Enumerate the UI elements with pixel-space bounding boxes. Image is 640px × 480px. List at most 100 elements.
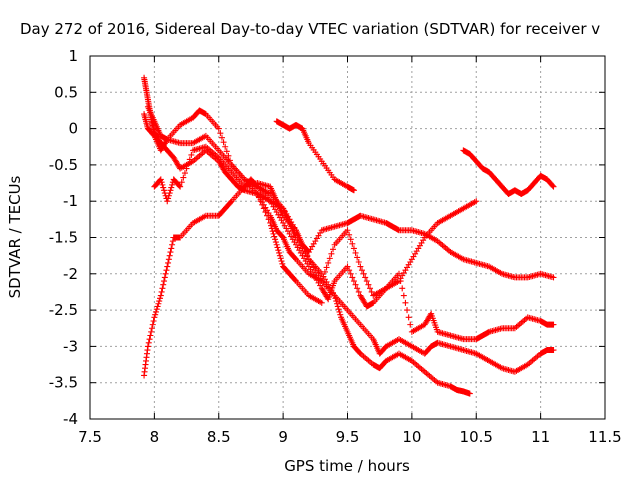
y-tick-label: -3 xyxy=(63,337,78,355)
data-point xyxy=(149,321,156,328)
data-point xyxy=(178,179,185,186)
data-point xyxy=(272,236,279,243)
x-tick-label: 11.5 xyxy=(588,428,621,446)
x-tick-label: 9.5 xyxy=(336,428,360,446)
data-point xyxy=(549,182,556,189)
data-point xyxy=(335,306,342,313)
data-point xyxy=(347,270,354,277)
data-point xyxy=(368,288,375,295)
data-point xyxy=(181,170,188,177)
data-point xyxy=(275,247,282,254)
data-point xyxy=(271,233,278,240)
data-point xyxy=(333,298,340,305)
data-point xyxy=(355,288,362,295)
data-point xyxy=(169,241,176,248)
data-point xyxy=(332,295,339,302)
data-point xyxy=(146,336,153,343)
data-point xyxy=(550,274,557,281)
data-point xyxy=(320,273,327,280)
data-point xyxy=(326,255,333,262)
data-points xyxy=(141,74,557,397)
data-point xyxy=(273,241,280,248)
series-points xyxy=(273,118,357,194)
data-point xyxy=(148,325,155,332)
data-point xyxy=(169,238,176,245)
data-point xyxy=(550,321,557,328)
data-point xyxy=(362,274,369,281)
x-tick-label: 10 xyxy=(402,428,421,446)
data-point xyxy=(157,292,164,299)
data-point xyxy=(350,278,357,285)
x-axis-label: GPS time / hours xyxy=(284,457,410,475)
data-point xyxy=(165,192,172,199)
data-point xyxy=(166,190,173,197)
data-point xyxy=(278,258,285,265)
chart-title: Day 272 of 2016, Sidereal Day-to-day VTE… xyxy=(20,20,600,38)
x-tick-label: 10.5 xyxy=(460,428,493,446)
data-point xyxy=(402,299,409,306)
data-point xyxy=(367,285,374,292)
data-point xyxy=(276,252,283,259)
data-point xyxy=(274,244,281,251)
data-point xyxy=(156,298,163,305)
y-tick-label: -1.5 xyxy=(49,229,78,247)
data-point xyxy=(318,278,325,285)
data-point xyxy=(354,254,361,261)
data-point xyxy=(218,134,225,141)
data-point xyxy=(160,281,167,288)
data-point xyxy=(163,267,170,274)
series-points xyxy=(254,190,480,299)
data-point xyxy=(350,187,357,194)
data-point xyxy=(399,285,406,292)
data-point xyxy=(466,390,473,397)
data-point xyxy=(166,252,173,259)
x-tick-label: 7.5 xyxy=(78,428,102,446)
data-point xyxy=(272,239,279,246)
data-point xyxy=(167,249,174,256)
data-point xyxy=(344,263,351,270)
data-point xyxy=(352,281,359,288)
data-point xyxy=(318,299,325,306)
data-point xyxy=(223,148,230,155)
data-point xyxy=(177,183,184,190)
y-tick-label: 0 xyxy=(68,120,78,138)
data-point xyxy=(153,306,160,313)
data-point xyxy=(276,249,283,256)
data-point xyxy=(180,174,187,181)
data-point xyxy=(222,143,229,150)
data-point xyxy=(152,308,159,315)
data-point xyxy=(168,184,175,191)
data-point xyxy=(154,303,161,310)
data-point xyxy=(220,139,227,146)
data-point xyxy=(357,263,364,270)
data-point xyxy=(183,165,190,172)
y-tick-label: -4 xyxy=(63,410,78,428)
data-point xyxy=(152,311,159,318)
data-point xyxy=(400,292,407,299)
data-point xyxy=(165,256,172,263)
data-point xyxy=(346,231,353,238)
data-point xyxy=(407,321,414,328)
data-point xyxy=(168,245,175,252)
data-point xyxy=(365,281,372,288)
data-point xyxy=(270,230,277,237)
data-point xyxy=(331,292,338,299)
data-point xyxy=(325,259,332,266)
data-point xyxy=(176,182,183,189)
x-tick-label: 8.5 xyxy=(207,428,231,446)
data-point xyxy=(349,240,356,247)
data-point xyxy=(330,246,337,253)
data-point xyxy=(148,328,155,335)
data-point xyxy=(157,176,164,183)
data-point xyxy=(217,130,224,137)
data-point xyxy=(354,285,361,292)
data-point xyxy=(473,198,480,205)
data-point xyxy=(158,288,165,295)
axes: 7.5 8 8.5 9 9.5 10 10.5 11 11.510.50-0.5-1-1.5-2… xyxy=(49,47,622,446)
data-point xyxy=(165,195,172,202)
data-point xyxy=(550,347,557,354)
data-point xyxy=(164,263,171,270)
x-tick-label: 11 xyxy=(531,428,550,446)
data-point xyxy=(334,300,341,307)
